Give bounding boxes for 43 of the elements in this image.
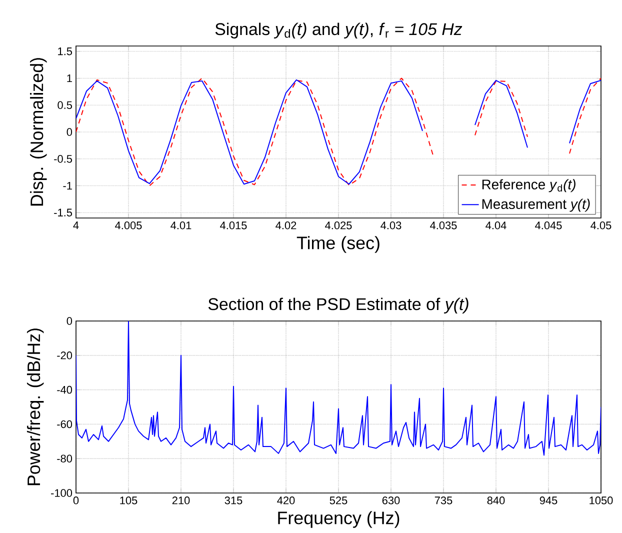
- x-tick-label: 4.05: [590, 222, 612, 230]
- x-tick-label: 4.025: [325, 222, 352, 230]
- y-axis-title: Disp. (Normalized): [30, 58, 47, 206]
- x-tick-label: 4.03: [380, 222, 402, 230]
- x-tick-label: 420: [277, 496, 295, 504]
- chart-title: Section of the PSD Estimate of y(t): [208, 298, 468, 314]
- x-tick-label: 1050: [590, 496, 613, 504]
- x-tick-label: 315: [224, 496, 242, 504]
- y-tick-label: 1: [67, 74, 72, 82]
- x-tick-label: 4.01: [170, 222, 192, 230]
- y-axis-title: Power/freq. (dB/Hz): [26, 328, 44, 486]
- x-tick-label: 4: [73, 222, 79, 230]
- x-axis-title: Frequency (Hz): [278, 511, 400, 528]
- chart-title: Signals y$_{d}$(t) and y(t), f$_{r}$ = 105 Hz: [215, 22, 462, 38]
- x-tick-label: 4.045: [535, 222, 562, 230]
- y-tick-label: -0.5: [54, 155, 72, 163]
- x-tick-label: 105: [120, 496, 138, 504]
- x-tick-label: 945: [540, 496, 558, 504]
- x-axis-title: Time (sec): [296, 236, 380, 253]
- x-tick-label: 4.035: [430, 222, 457, 230]
- x-tick-label: 4.015: [220, 222, 247, 230]
- x-tick-label: 0: [73, 496, 79, 504]
- y-tick-label: 0.5: [58, 101, 72, 110]
- x-tick-label: 840: [487, 496, 505, 504]
- y-tick-label: -20: [57, 352, 72, 360]
- y-tick-label: 0: [66, 128, 72, 136]
- legend-label: Reference y$_{d}$(t): [482, 179, 576, 192]
- x-tick-label: 4.04: [486, 222, 506, 230]
- y-tick-label: 1.5: [58, 48, 72, 56]
- y-tick-label: -60: [57, 420, 72, 428]
- legend-label: Measurement y(t): [482, 198, 590, 212]
- x-tick-label: 210: [172, 496, 190, 504]
- x-tick-label: 630: [382, 496, 400, 504]
- x-tick-label: 4.02: [276, 222, 296, 230]
- x-tick-label: 735: [434, 496, 452, 504]
- y-tick-label: -40: [57, 386, 72, 394]
- x-tick-label: 525: [330, 496, 348, 504]
- y-tick-label: -100: [51, 489, 72, 497]
- y-tick-label: -80: [57, 454, 72, 462]
- y-tick-label: -1: [63, 182, 72, 190]
- y-tick-label: -1.5: [54, 208, 72, 216]
- y-tick-label: 0: [66, 317, 72, 325]
- x-tick-label: 4.005: [115, 222, 142, 230]
